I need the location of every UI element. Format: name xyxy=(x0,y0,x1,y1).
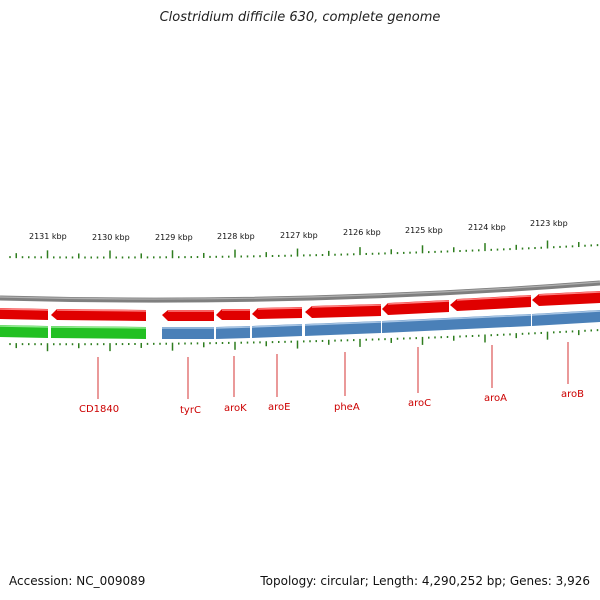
reverse-gene-bar[interactable] xyxy=(382,314,531,333)
forward-gene-arrow[interactable] xyxy=(0,308,48,320)
forward-gene-arrow[interactable] xyxy=(305,304,381,318)
scale-labels: 2131 kbp 2130 kbp 2129 kbp 2128 kbp 2127… xyxy=(29,219,568,242)
gene-label-aroa[interactable]: aroA xyxy=(484,393,507,404)
scale-label: 2124 kbp xyxy=(468,223,506,232)
map-title: Clostridium difficile 630, complete geno… xyxy=(159,10,441,25)
scale-label: 2127 kbp xyxy=(280,231,318,240)
accession-text: Accession: NC_009089 xyxy=(9,574,146,588)
reverse-gene-bar[interactable] xyxy=(0,325,48,338)
forward-gene-arrow[interactable] xyxy=(216,309,250,320)
gene-label-arok[interactable]: aroK xyxy=(224,403,247,414)
gene-label-phea[interactable]: pheA xyxy=(334,402,360,413)
gene-label-aroc[interactable]: aroC xyxy=(408,398,431,409)
genome-backbone xyxy=(0,280,600,303)
forward-gene-arrow[interactable] xyxy=(162,310,214,321)
scale-label: 2123 kbp xyxy=(530,219,568,228)
forward-strand-genes xyxy=(0,291,600,321)
genome-info-text: Topology: circular; Length: 4,290,252 bp… xyxy=(260,574,590,588)
reverse-strand-genes xyxy=(0,310,600,339)
forward-gene-arrow[interactable] xyxy=(252,307,302,319)
gene-label-tyrc[interactable]: tyrC xyxy=(180,405,201,416)
scale-label: 2129 kbp xyxy=(155,233,193,242)
forward-gene-arrow[interactable] xyxy=(51,309,146,321)
gene-label-cd1840[interactable]: CD1840 xyxy=(79,404,119,415)
scale-label: 2130 kbp xyxy=(92,233,130,242)
reverse-gene-bar[interactable] xyxy=(162,327,214,339)
scale-label: 2125 kbp xyxy=(405,226,443,235)
gene-leader-lines xyxy=(97,342,569,399)
scale-label: 2126 kbp xyxy=(343,228,381,237)
gene-labels: CD1840 tyrC aroK aroE pheA aroC aroA aro… xyxy=(79,389,584,416)
scale-label: 2131 kbp xyxy=(29,232,67,241)
gene-label-arob[interactable]: aroB xyxy=(561,389,584,400)
top-scale-ticks xyxy=(9,240,599,259)
gene-label-aroe[interactable]: aroE xyxy=(268,402,290,413)
reverse-gene-bar[interactable] xyxy=(216,326,250,339)
bottom-scale-ticks xyxy=(9,329,599,352)
scale-label: 2128 kbp xyxy=(217,232,255,241)
reverse-gene-bar[interactable] xyxy=(51,326,146,339)
reverse-gene-bar[interactable] xyxy=(252,324,302,338)
